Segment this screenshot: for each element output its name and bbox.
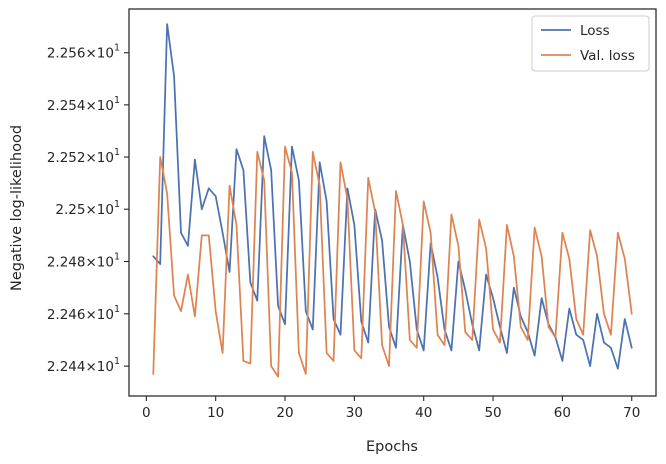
legend-label-loss: Loss bbox=[580, 23, 610, 39]
y-axis-label: Negative log-likelihood bbox=[9, 125, 25, 291]
legend: Loss Val. loss bbox=[531, 15, 650, 72]
y-tick-label: 2.254×101 bbox=[47, 95, 120, 114]
series-line-loss bbox=[152, 23, 633, 370]
y-tick-label: 2.252×101 bbox=[47, 147, 120, 166]
series-layer bbox=[152, 23, 633, 378]
y-tick-label: 2.25×101 bbox=[55, 199, 120, 218]
legend-label-val-loss: Val. loss bbox=[580, 48, 635, 64]
x-tick-label: 30 bbox=[346, 405, 363, 421]
x-tick-label: 20 bbox=[276, 405, 293, 421]
plot-frame bbox=[128, 8, 657, 397]
y-tick-label: 2.248×101 bbox=[47, 251, 120, 270]
x-tick-label: 0 bbox=[142, 405, 151, 421]
x-tick-label: 50 bbox=[484, 405, 501, 421]
y-tick-label: 2.256×101 bbox=[47, 43, 120, 62]
x-tick-label: 60 bbox=[554, 405, 571, 421]
y-tick-label: 2.244×101 bbox=[47, 356, 120, 375]
series-line-val-loss bbox=[152, 145, 633, 378]
x-axis: 0 10 20 30 40 50 60 70 bbox=[142, 396, 640, 421]
x-tick-label: 40 bbox=[415, 405, 432, 421]
y-tick-label: 2.246×101 bbox=[47, 304, 120, 323]
x-axis-label: Epochs bbox=[366, 439, 418, 455]
y-axis: 2.244×101 2.246×101 2.248×101 2.25×101 2.252… bbox=[47, 43, 129, 375]
x-tick-label: 10 bbox=[207, 405, 224, 421]
x-tick-label: 70 bbox=[623, 405, 640, 421]
